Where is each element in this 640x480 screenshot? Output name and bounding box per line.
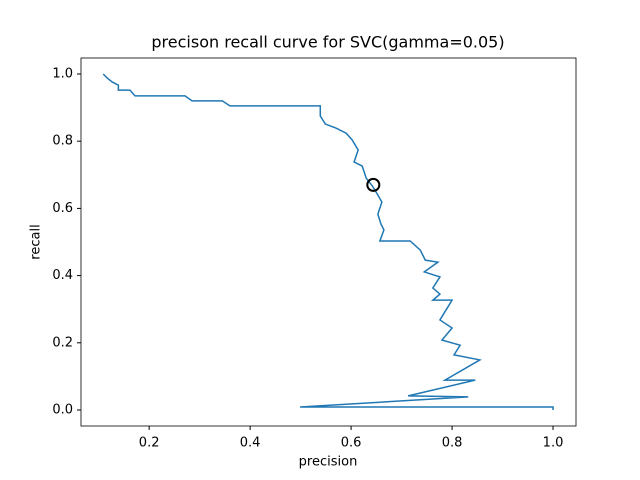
y-tick-label: 0.0 — [52, 403, 73, 418]
y-axis-label: recall — [29, 224, 44, 259]
x-tick-label: 0.4 — [240, 436, 261, 451]
x-axis-label: precision — [299, 455, 358, 470]
threshold-marker — [366, 177, 381, 192]
x-tick-label: 0.6 — [341, 436, 362, 451]
y-tick-label: 0.6 — [52, 201, 73, 216]
line — [102, 73, 554, 411]
y-tick-label: 1.0 — [52, 66, 73, 81]
x-tick-label: 0.2 — [139, 436, 160, 451]
plot-frame — [80, 57, 577, 427]
x-tick-label: 0.8 — [442, 436, 463, 451]
x-tick-label: 1.0 — [543, 436, 564, 451]
y-tick-label: 0.4 — [52, 268, 73, 283]
chart-title: precison recall curve for SVC(gamma=0.05… — [151, 33, 504, 52]
y-tick-label: 0.8 — [52, 134, 73, 149]
y-tick-label: 0.2 — [52, 335, 73, 350]
